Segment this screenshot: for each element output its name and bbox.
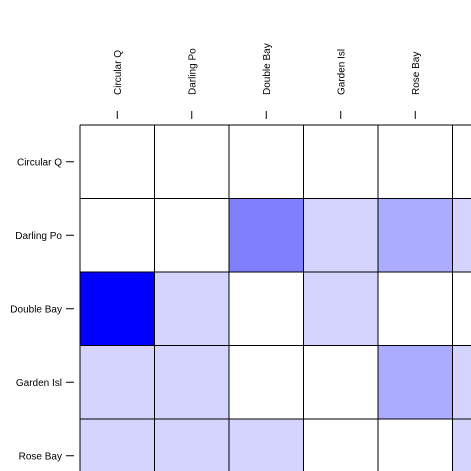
heatmap-cell bbox=[229, 345, 304, 419]
heatmap-cell bbox=[229, 419, 304, 471]
heatmap-cell bbox=[154, 272, 229, 346]
heatmap-cell bbox=[154, 198, 229, 272]
y-tick-label: Circular Q bbox=[17, 157, 62, 168]
y-tick-label: Darling Po bbox=[15, 231, 62, 242]
heatmap-cell bbox=[303, 272, 378, 346]
heatmap-cell bbox=[229, 125, 304, 199]
heatmap-cell bbox=[452, 198, 471, 272]
x-tick-label: Double Bay bbox=[262, 43, 273, 95]
heatmap-cell bbox=[303, 419, 378, 471]
heatmap-cell bbox=[154, 419, 229, 471]
heatmap-cell bbox=[303, 198, 378, 272]
heatmap-cell bbox=[452, 272, 471, 346]
heatmap-cell bbox=[229, 198, 304, 272]
x-tick-label: Circular Q bbox=[113, 50, 124, 95]
x-tick-label: Garden Isl bbox=[336, 49, 347, 95]
heatmap-cell bbox=[452, 125, 471, 199]
heatmap-cell bbox=[452, 345, 471, 419]
heatmap-cell bbox=[452, 419, 471, 471]
heatmap-cell bbox=[80, 125, 155, 199]
heatmap-cell bbox=[80, 345, 155, 419]
heatmap-cell bbox=[154, 345, 229, 419]
heatmap-cell bbox=[378, 125, 453, 199]
heatmap-cell bbox=[80, 419, 155, 471]
heatmap-cell bbox=[80, 272, 155, 346]
x-tick-label: Darling Po bbox=[187, 48, 198, 95]
heatmap-cell bbox=[378, 198, 453, 272]
heatmap-cell bbox=[378, 272, 453, 346]
x-tick-label: Rose Bay bbox=[411, 52, 422, 95]
heatmap-cell bbox=[378, 419, 453, 471]
heatmap-cell bbox=[229, 272, 304, 346]
heatmap-cell bbox=[80, 198, 155, 272]
heatmap-cell bbox=[303, 345, 378, 419]
heatmap-cell bbox=[154, 125, 229, 199]
y-tick-label: Double Bay bbox=[10, 304, 62, 315]
y-tick-label: Rose Bay bbox=[19, 451, 62, 462]
y-tick-label: Garden Isl bbox=[16, 378, 62, 389]
heatmap-cell bbox=[303, 125, 378, 199]
heatmap-cell bbox=[378, 345, 453, 419]
